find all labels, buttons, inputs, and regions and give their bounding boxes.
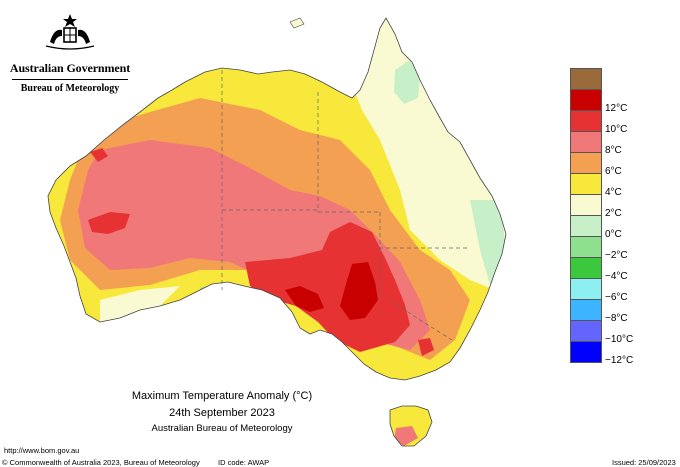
legend-swatch bbox=[570, 153, 602, 174]
legend-label: −2°C bbox=[605, 250, 628, 261]
legend-label: −4°C bbox=[605, 271, 628, 282]
legend-swatch bbox=[570, 132, 602, 153]
legend-label: 10°C bbox=[605, 124, 628, 135]
legend-swatch bbox=[570, 342, 602, 363]
website-link[interactable]: http://www.bom.gov.au bbox=[4, 446, 80, 455]
legend-swatch bbox=[570, 111, 602, 132]
government-name: Australian Government bbox=[9, 61, 131, 75]
government-logo: Australian Government Bureau of Meteorol… bbox=[8, 12, 132, 94]
legend-swatch bbox=[570, 68, 602, 90]
map-source: Australian Bureau of Meteorology bbox=[151, 423, 293, 434]
legend-label: −6°C bbox=[605, 292, 628, 303]
legend-swatch bbox=[570, 258, 602, 279]
legend-label: 2°C bbox=[605, 208, 622, 219]
map-title: Maximum Temperature Anomaly (°C) bbox=[131, 390, 313, 402]
legend-swatch bbox=[570, 300, 602, 321]
bureau-name: Bureau of Meteorology bbox=[20, 83, 120, 94]
legend-label: 0°C bbox=[605, 229, 622, 240]
legend-swatch bbox=[570, 321, 602, 342]
id-code: ID code: AWAP bbox=[218, 458, 270, 467]
map-date: 24th September 2023 bbox=[169, 407, 275, 419]
legend-swatch bbox=[570, 279, 602, 300]
issued-date: Issued: 25/09/2023 bbox=[612, 458, 676, 467]
legend-swatch bbox=[570, 195, 602, 216]
legend-label: 4°C bbox=[605, 187, 622, 198]
color-legend bbox=[570, 68, 602, 363]
legend-swatch bbox=[570, 237, 602, 258]
legend-swatch bbox=[570, 90, 602, 111]
legend-label: 8°C bbox=[605, 145, 622, 156]
legend-label: −12°C bbox=[605, 355, 634, 366]
legend-label: −10°C bbox=[605, 334, 634, 345]
coat-of-arms-icon bbox=[45, 14, 95, 50]
logo-divider bbox=[12, 79, 128, 80]
copyright-text: © Commonwealth of Australia 2023, Bureau… bbox=[2, 458, 200, 467]
legend-label: 12°C bbox=[605, 103, 628, 114]
legend-label: 6°C bbox=[605, 166, 622, 177]
legend-swatch bbox=[570, 216, 602, 237]
legend-label: −8°C bbox=[605, 313, 628, 324]
legend-swatch bbox=[570, 174, 602, 195]
